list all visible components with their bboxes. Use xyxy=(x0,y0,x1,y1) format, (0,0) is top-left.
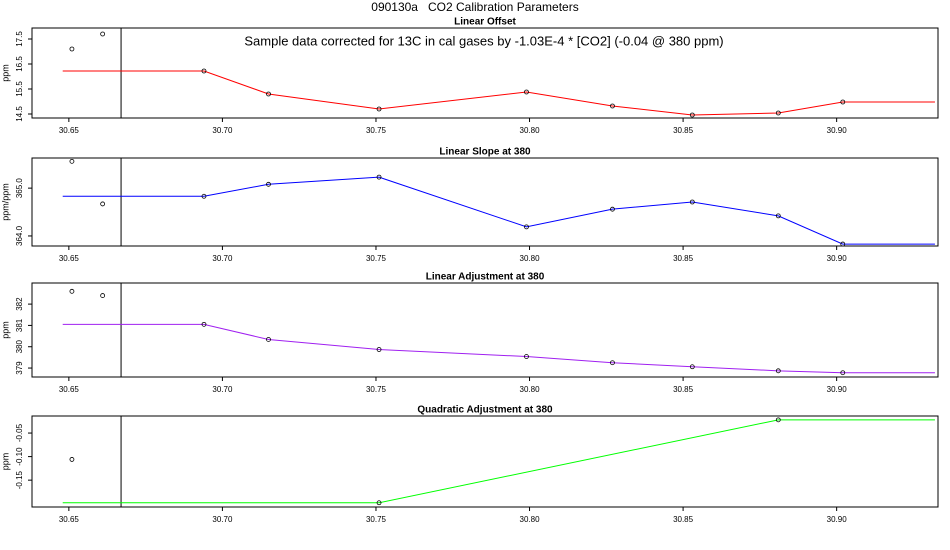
data-point xyxy=(610,103,615,109)
data-point xyxy=(69,158,75,164)
plot-frame xyxy=(31,415,939,508)
x-tick-label: 30.85 xyxy=(673,515,694,524)
y-tick-label: 382 xyxy=(15,297,24,311)
data-point xyxy=(689,112,695,118)
data-point xyxy=(840,99,846,105)
y-tick-label: 15.5 xyxy=(15,81,24,97)
x-tick-label: 30.85 xyxy=(673,126,694,135)
x-tick-label: 30.65 xyxy=(59,126,80,135)
x-tick-label: 30.70 xyxy=(212,385,233,394)
x-tick-label: 30.90 xyxy=(827,515,848,524)
data-point xyxy=(201,321,207,327)
plot-frame xyxy=(31,157,939,247)
x-tick-label: 30.75 xyxy=(366,254,387,263)
data-point xyxy=(376,174,382,180)
panel-title: Quadratic Adjustment at 380 xyxy=(417,405,553,416)
panel-title: Linear Adjustment at 380 xyxy=(426,272,545,283)
data-point xyxy=(100,201,106,207)
y-tick-label: -0.10 xyxy=(15,447,24,466)
data-point xyxy=(610,360,615,366)
data-point xyxy=(100,293,106,298)
data-point xyxy=(376,500,382,506)
data-point xyxy=(689,364,695,370)
x-tick-label: 30.90 xyxy=(827,254,848,263)
panel-title: Linear Offset xyxy=(454,17,516,28)
data-point xyxy=(69,457,75,462)
data-line xyxy=(62,323,935,374)
y-tick-label: 14.5 xyxy=(15,106,24,122)
data-point xyxy=(376,347,382,352)
panel-title: Linear Slope at 380 xyxy=(439,147,531,158)
x-tick-label: 30.80 xyxy=(520,254,541,263)
y-axis-label: ppm xyxy=(0,321,10,339)
x-tick-label: 30.85 xyxy=(673,385,694,394)
data-point xyxy=(689,199,695,205)
y-tick-label: 379 xyxy=(15,361,24,375)
plot-frame xyxy=(31,27,939,119)
x-tick-label: 30.75 xyxy=(366,385,387,394)
annotation: Sample data corrected for 13C in cal gas… xyxy=(244,33,723,48)
x-tick-label: 30.80 xyxy=(520,385,541,394)
data-point xyxy=(524,224,529,230)
data-point xyxy=(201,68,207,74)
x-tick-label: 30.70 xyxy=(212,126,233,135)
data-point xyxy=(69,288,75,294)
y-tick-label: 380 xyxy=(15,340,24,354)
x-tick-label: 30.65 xyxy=(59,515,80,524)
y-tick-label: 17.5 xyxy=(15,31,24,47)
y-axis-label: ppm/ppm xyxy=(0,183,10,221)
y-tick-label: -0.05 xyxy=(15,423,24,442)
y-tick-label: -0.15 xyxy=(15,470,24,489)
x-tick-label: 30.90 xyxy=(827,385,848,394)
x-tick-label: 30.85 xyxy=(673,254,694,263)
x-tick-label: 30.90 xyxy=(827,126,848,135)
data-point xyxy=(775,417,781,423)
data-line xyxy=(62,176,935,245)
data-point xyxy=(266,181,271,187)
x-tick-label: 30.75 xyxy=(366,515,387,524)
x-tick-label: 30.65 xyxy=(59,254,80,263)
data-point xyxy=(775,368,781,374)
data-point xyxy=(840,241,846,247)
x-tick-label: 30.80 xyxy=(520,515,541,524)
data-point xyxy=(840,370,846,376)
y-axis-label: ppm xyxy=(0,64,10,82)
plot-frame xyxy=(31,282,939,378)
data-point xyxy=(376,106,382,112)
data-line xyxy=(62,419,935,504)
data-point xyxy=(266,337,271,342)
data-point xyxy=(69,46,75,52)
x-tick-label: 30.80 xyxy=(520,126,541,135)
x-tick-label: 30.70 xyxy=(212,254,233,263)
data-point xyxy=(775,213,781,219)
data-point xyxy=(524,89,529,95)
y-tick-label: 364.0 xyxy=(15,225,24,246)
chart-title: 090130a CO2 Calibration Parameters xyxy=(371,0,578,14)
data-point xyxy=(524,354,529,359)
x-tick-label: 30.75 xyxy=(366,126,387,135)
x-tick-label: 30.70 xyxy=(212,515,233,524)
data-point xyxy=(100,31,106,37)
data-point xyxy=(610,206,615,212)
y-axis-label: ppm xyxy=(0,453,10,471)
y-tick-label: 365.0 xyxy=(15,178,24,199)
data-line xyxy=(62,70,935,116)
y-tick-label: 16.5 xyxy=(15,56,24,72)
data-point xyxy=(266,91,271,97)
y-tick-label: 381 xyxy=(15,318,24,332)
x-tick-label: 30.65 xyxy=(59,385,80,394)
data-point xyxy=(201,193,207,199)
data-point xyxy=(775,110,781,116)
